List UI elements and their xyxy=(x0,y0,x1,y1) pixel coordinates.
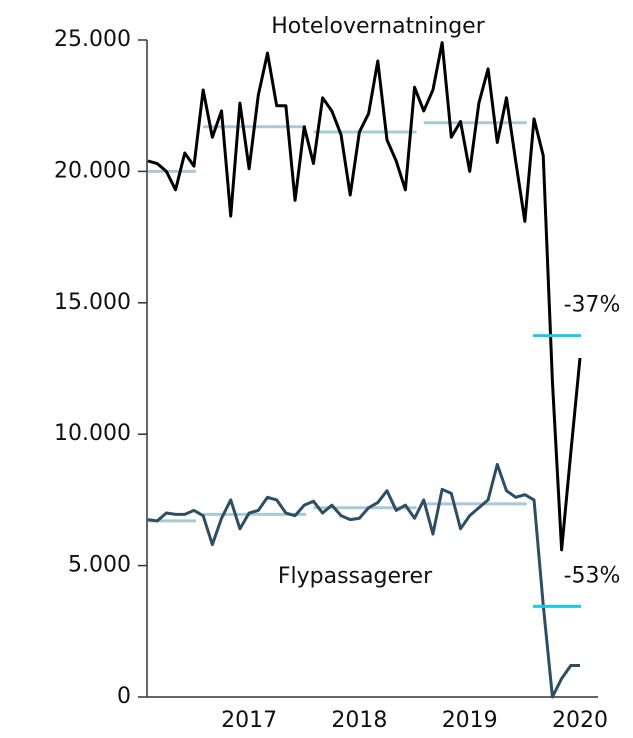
series-line xyxy=(147,41,582,552)
change-label: -37% xyxy=(564,293,621,318)
x-tick-label: 2020 xyxy=(552,708,608,733)
x-tick-label: 2018 xyxy=(331,708,387,733)
x-tick-label: 2017 xyxy=(221,708,277,733)
y-tick-label: 5.000 xyxy=(68,553,131,578)
y-tick-label: 0 xyxy=(117,684,131,709)
legend-label: Flypassagerer xyxy=(278,564,433,589)
y-tick-label: 10.000 xyxy=(54,421,131,446)
y-tick-label: 25.000 xyxy=(54,27,131,52)
legend-label: Hotelovernatninger xyxy=(271,14,485,39)
change-label: -53% xyxy=(564,563,621,588)
y-tick-label: 15.000 xyxy=(54,290,131,315)
x-tick-label: 2019 xyxy=(442,708,498,733)
y-tick-label: 20.000 xyxy=(54,158,131,183)
series-line xyxy=(147,462,580,699)
